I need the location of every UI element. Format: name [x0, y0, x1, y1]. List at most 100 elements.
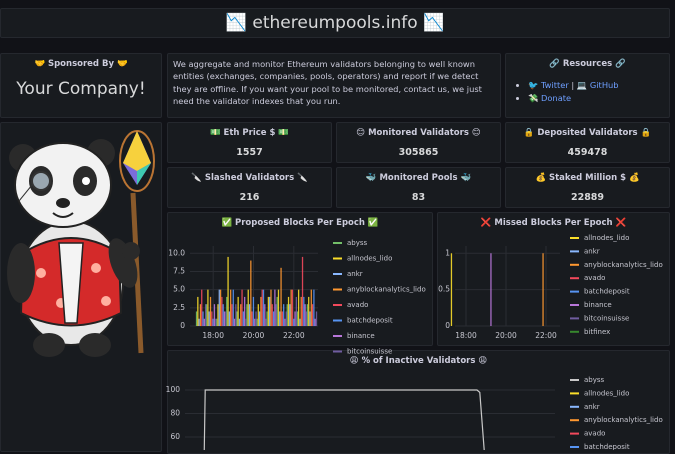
bar — [271, 304, 273, 326]
bar — [300, 296, 302, 326]
bar — [240, 304, 242, 326]
x-tick-label: 20:00 — [243, 331, 265, 340]
bar — [286, 304, 288, 326]
legend-label: batchdeposit — [584, 443, 630, 450]
bar — [277, 289, 280, 326]
donate-link[interactable]: 💸 Donate — [528, 92, 572, 103]
separator: | — [571, 80, 575, 90]
stat-panel: 💵 Eth Price $ 💵 1557 — [167, 122, 332, 163]
bar — [232, 289, 234, 326]
stat-title: 🐳 Monitored Pools 🐳 — [365, 173, 472, 183]
stat-value: 305865 — [398, 147, 439, 158]
sponsor-panel: 🤝 Sponsored By 🤝 Your Company! — [0, 53, 162, 118]
legend-label: allnodes_lido — [347, 255, 392, 263]
y-tick-label: 7.5 — [173, 266, 185, 275]
y-tick-label: 2.5 — [173, 303, 185, 312]
bar — [252, 296, 255, 326]
bar — [265, 318, 267, 326]
x-tick-label: 20:00 — [495, 331, 517, 340]
legend-label: avado — [347, 301, 368, 309]
bar — [246, 304, 248, 326]
bar — [313, 289, 315, 326]
bar — [283, 304, 285, 326]
legend-label: allnodes_lido — [584, 389, 629, 397]
bar — [207, 289, 209, 326]
bar — [221, 296, 223, 326]
y-tick-label: 0 — [445, 321, 450, 330]
legend-label: anyblockanalytics_lido — [584, 416, 663, 424]
legend-label: abyss — [584, 376, 605, 384]
bar — [264, 304, 266, 326]
stat-title: 💰 Staked Million $ 💰 — [535, 173, 640, 183]
stat-value: 1557 — [236, 147, 263, 158]
resource-item: 💸 Donate — [528, 92, 669, 105]
bar — [490, 253, 492, 326]
stat-title: 💵 Eth Price $ 💵 — [210, 128, 289, 138]
stat-value: 83 — [411, 192, 426, 203]
bar — [238, 318, 241, 326]
legend-label: binance — [584, 301, 612, 309]
bar — [296, 311, 298, 326]
bar — [280, 267, 282, 326]
bar — [260, 296, 262, 326]
bar — [242, 311, 245, 326]
bar — [279, 311, 281, 326]
bar — [257, 304, 259, 326]
bar — [262, 289, 265, 326]
bar — [450, 253, 453, 326]
bar — [216, 318, 218, 326]
legend-label: binance — [347, 332, 375, 340]
bar — [542, 253, 544, 326]
legend-label: allnodes_lido — [584, 234, 629, 242]
header-panel: 📉 ethereumpools.info 📉 — [0, 8, 670, 38]
y-tick-label: 60 — [170, 432, 180, 441]
bar — [301, 256, 304, 326]
bar — [269, 296, 271, 326]
bar — [219, 289, 222, 326]
x-tick-label: 22:00 — [283, 331, 305, 340]
bar — [217, 304, 219, 326]
bar — [295, 296, 297, 326]
bar — [293, 318, 295, 326]
bar — [233, 318, 236, 326]
bar — [267, 296, 270, 326]
bar — [195, 311, 198, 326]
bar — [230, 289, 232, 326]
stat-panel: 🔒 Deposited Validators 🔒 459478 — [505, 122, 670, 163]
bar — [281, 311, 284, 326]
missed-panel: ❌ Missed Blocks Per Epoch ❌ — [437, 212, 670, 346]
bar — [236, 311, 238, 326]
resource-list: 🐦 Twitter | 💻 GitHub 💸 Donate — [506, 79, 669, 104]
series-line — [203, 389, 485, 450]
bar — [287, 296, 290, 326]
bar — [311, 304, 314, 326]
bar — [213, 304, 216, 326]
bar — [297, 289, 300, 326]
bar — [299, 318, 301, 326]
bar — [251, 311, 253, 326]
about-panel: We aggregate and monitor Ethereum valida… — [167, 53, 501, 118]
stat-value: 459478 — [567, 147, 608, 158]
bar — [205, 304, 208, 326]
bar — [215, 318, 217, 326]
stat-panel: 💰 Staked Million $ 💰 22889 — [505, 167, 670, 208]
bar — [244, 296, 246, 326]
bar — [266, 311, 268, 326]
stat-value: 22889 — [570, 192, 605, 203]
bar — [212, 318, 214, 326]
stat-title: 🔒 Deposited Validators 🔒 — [523, 128, 652, 138]
panel-title: 😩 % of Inactive Validators 😩 — [349, 356, 488, 366]
bar — [256, 318, 258, 326]
bar — [275, 304, 277, 326]
bar — [202, 311, 204, 326]
github-link[interactable]: 💻 GitHub — [576, 80, 619, 90]
bar — [308, 296, 310, 326]
bar — [303, 296, 305, 326]
twitter-link[interactable]: 🐦 Twitter — [528, 80, 569, 90]
bar — [228, 311, 231, 326]
legend-label: bitcoinsuisse — [347, 348, 392, 356]
legend-label: ankr — [584, 247, 600, 255]
bar — [284, 318, 286, 326]
